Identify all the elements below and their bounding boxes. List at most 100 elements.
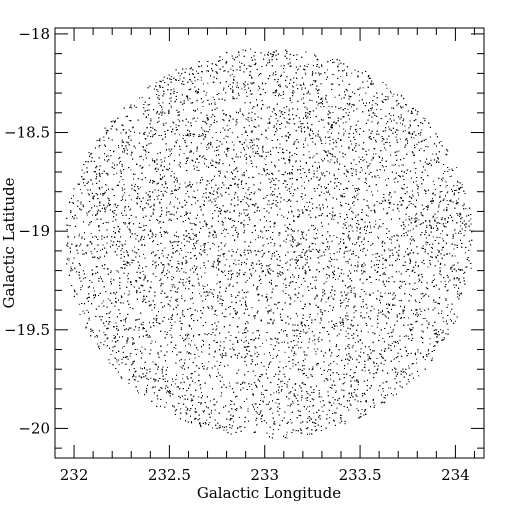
scatter-point (400, 122, 402, 124)
scatter-point (215, 132, 217, 133)
scatter-point (231, 141, 233, 143)
scatter-point (329, 417, 331, 419)
scatter-point (250, 82, 252, 84)
scatter-point (257, 407, 258, 409)
scatter-point (358, 88, 360, 90)
scatter-point (318, 195, 320, 197)
scatter-point (195, 202, 197, 204)
scatter-point (128, 119, 130, 121)
scatter-point (353, 380, 355, 382)
scatter-point (199, 66, 201, 68)
scatter-point (274, 126, 276, 128)
scatter-point (362, 271, 364, 273)
scatter-point (176, 139, 178, 141)
scatter-point (203, 365, 205, 367)
scatter-point (174, 383, 176, 385)
scatter-point (296, 245, 297, 247)
scatter-point (383, 99, 385, 100)
scatter-point (411, 239, 413, 241)
scatter-point (300, 300, 302, 302)
scatter-point (383, 363, 385, 365)
scatter-point (179, 75, 181, 77)
scatter-point (182, 378, 184, 380)
scatter-point (381, 349, 382, 351)
scatter-point (141, 96, 143, 98)
scatter-point (439, 237, 441, 238)
scatter-point (170, 318, 172, 320)
scatter-point (194, 344, 196, 346)
scatter-point (447, 328, 449, 330)
scatter-point (422, 117, 424, 119)
scatter-point (212, 235, 214, 237)
scatter-point (284, 135, 286, 137)
scatter-point (147, 127, 148, 129)
scatter-point (354, 188, 356, 190)
scatter-point (375, 223, 377, 225)
scatter-point (113, 174, 115, 175)
scatter-point (196, 100, 198, 102)
scatter-point (272, 412, 274, 414)
scatter-point (408, 204, 410, 206)
scatter-point (295, 161, 297, 163)
scatter-point (200, 142, 202, 144)
scatter-point (344, 251, 346, 253)
scatter-point (78, 303, 80, 305)
scatter-point (312, 405, 314, 407)
scatter-point (246, 209, 248, 211)
scatter-point (301, 185, 303, 187)
scatter-point (211, 146, 213, 148)
scatter-point (216, 360, 218, 362)
scatter-point (220, 341, 222, 343)
scatter-point (390, 387, 392, 389)
scatter-point (368, 165, 370, 167)
scatter-point (367, 215, 369, 217)
scatter-point (398, 175, 400, 176)
scatter-point (339, 59, 341, 61)
scatter-point (174, 179, 176, 181)
scatter-point (278, 374, 280, 376)
scatter-point (253, 63, 255, 65)
scatter-point (465, 252, 466, 254)
scatter-point (439, 271, 441, 273)
scatter-point (443, 337, 445, 338)
scatter-point (225, 355, 226, 357)
scatter-point (347, 319, 349, 320)
scatter-point (239, 61, 241, 63)
scatter-point (301, 88, 303, 90)
scatter-point (218, 268, 220, 270)
scatter-point (394, 181, 396, 183)
scatter-point (456, 185, 458, 187)
scatter-point (330, 378, 332, 380)
scatter-point (198, 396, 200, 398)
scatter-point (351, 72, 353, 74)
scatter-point (251, 93, 253, 95)
scatter-point (156, 196, 158, 198)
scatter-point (313, 348, 315, 350)
scatter-point (354, 342, 356, 344)
scatter-point (398, 361, 400, 363)
scatter-point (429, 343, 431, 345)
scatter-point (289, 240, 291, 242)
scatter-point (292, 387, 294, 389)
scatter-point (157, 250, 159, 251)
scatter-point (423, 208, 425, 210)
scatter-point (234, 191, 236, 193)
scatter-point (286, 261, 288, 263)
scatter-point (408, 365, 410, 367)
scatter-point (422, 209, 424, 211)
scatter-point (103, 322, 105, 324)
scatter-point (246, 279, 248, 281)
scatter-point (176, 181, 178, 183)
scatter-point (191, 81, 193, 83)
scatter-point (447, 333, 449, 335)
scatter-point (374, 404, 376, 406)
scatter-point (385, 142, 387, 143)
scatter-point (208, 182, 210, 184)
scatter-point (339, 201, 341, 203)
scatter-point (149, 104, 151, 106)
scatter-point (265, 369, 267, 371)
scatter-point (145, 154, 147, 156)
scatter-point (129, 293, 131, 295)
scatter-point (260, 283, 262, 284)
scatter-point (440, 141, 442, 142)
